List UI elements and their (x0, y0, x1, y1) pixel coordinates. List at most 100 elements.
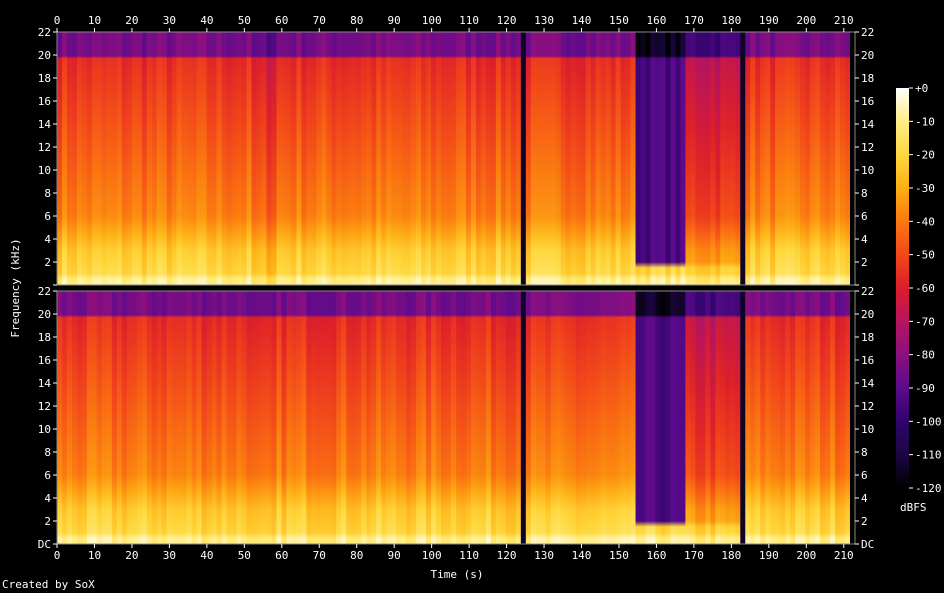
spectrogram-column (341, 32, 347, 285)
y-tick-label: 16 (38, 354, 51, 367)
spectrogram-column (91, 291, 98, 544)
spectrogram-column (595, 32, 602, 285)
spectrogram-column (730, 291, 736, 544)
colorbar-tick-label: -30 (915, 182, 935, 195)
x-tick-label: 110 (459, 549, 479, 562)
x-tick-label: 150 (609, 549, 629, 562)
spectrogram-column (326, 291, 332, 544)
x-tick-label: 50 (238, 549, 251, 562)
spectrogram-column (186, 291, 193, 544)
colorbar-tick-label: -100 (915, 415, 942, 428)
spectrogram-column (770, 291, 776, 544)
spectrogram-column (550, 291, 557, 544)
spectrogram-column (840, 291, 846, 544)
spectrogram-column (710, 291, 716, 544)
spectrogram-column (266, 291, 272, 544)
spectrogram-column (505, 291, 512, 544)
spectrogram-column (520, 291, 527, 544)
spectrogram-column (460, 32, 467, 285)
y-tick-label: 20 (38, 49, 51, 62)
spectrogram-column (595, 291, 602, 544)
x-tick-label: 170 (684, 549, 704, 562)
spectrogram-column (655, 291, 661, 544)
y-tick-label: 12 (38, 141, 51, 154)
spectrogram-column (740, 291, 746, 544)
spectrogram-column (281, 32, 287, 285)
spectrogram-column (221, 32, 227, 285)
spectrogram-column (226, 32, 232, 285)
y-tick-label: 8 (861, 187, 868, 200)
y-tick-label: 6 (861, 469, 868, 482)
spectrogram-column (361, 291, 367, 544)
spectrogram-column (211, 32, 217, 285)
spectrogram-column (695, 32, 701, 285)
y-tick-label: 4 (44, 492, 51, 505)
spectrogram-column (465, 32, 472, 285)
y-tick-label: 10 (861, 164, 874, 177)
spectrogram-column (540, 291, 547, 544)
x-tick-label: 50 (238, 14, 251, 27)
spectrogram-column (191, 291, 198, 544)
spectrogram-column (256, 32, 262, 285)
spectrogram-column (336, 291, 342, 544)
spectrogram-column (201, 32, 208, 285)
spectrogram-column (236, 32, 242, 285)
y-tick-label: 16 (861, 354, 874, 367)
x-tick-label: 80 (350, 549, 363, 562)
spectrogram-column (720, 291, 726, 544)
y-tick-label: 20 (861, 308, 874, 321)
spectrogram-column (755, 291, 761, 544)
spectrogram-column (480, 32, 487, 285)
spectrogram-column (625, 291, 631, 544)
spectrogram-column (116, 291, 123, 544)
spectrogram-column (585, 32, 592, 285)
spectrogram-column (785, 32, 791, 285)
spectrogram-column (850, 32, 856, 285)
spectrogram-column (555, 291, 562, 544)
spectrogram-column (251, 32, 257, 285)
spectrogram-column (730, 32, 736, 285)
spectrogram-column (600, 32, 607, 285)
spectrogram-column (171, 291, 178, 544)
spectrogram-column (470, 32, 477, 285)
x-tick-label: 60 (275, 14, 288, 27)
spectrogram-column (441, 32, 447, 285)
spectrogram-column (485, 291, 492, 544)
x-tick-label: 130 (534, 14, 554, 27)
y-tick-label: 16 (38, 95, 51, 108)
spectrogram-column (301, 32, 307, 285)
x-tick-label: 140 (572, 549, 592, 562)
spectrogram-column (336, 32, 342, 285)
x-tick-label: 150 (609, 14, 629, 27)
spectrogram-column (565, 32, 572, 285)
spectrogram-column (640, 291, 646, 544)
spectrogram-column (421, 32, 427, 285)
spectrogram-column (740, 32, 746, 285)
spectrogram-column (436, 32, 442, 285)
spectrogram-column (500, 291, 507, 544)
spectrogram-column (376, 32, 382, 285)
y-tick-label: 18 (38, 331, 51, 344)
spectrogram-column (66, 291, 73, 544)
y-tick-label: 2 (44, 256, 51, 269)
spectrogram-column (376, 291, 382, 544)
spectrogram-column (386, 32, 392, 285)
spectrogram-column (690, 32, 696, 285)
x-tick-label: 160 (646, 549, 666, 562)
spectrogram-column (166, 291, 173, 544)
sox-credit: Created by SoX (2, 578, 95, 591)
colorbar-label: dBFS (900, 501, 927, 514)
spectrogram-column (790, 291, 796, 544)
spectrogram-column (131, 291, 138, 544)
spectrogram-column (620, 32, 626, 285)
x-tick-label: 30 (163, 14, 176, 27)
x-tick-label: 140 (572, 14, 592, 27)
spectrogram-column (785, 291, 791, 544)
spectrogram-column (765, 32, 771, 285)
spectrogram-column (590, 32, 597, 285)
spectrogram-column (830, 291, 836, 544)
spectrogram-column (545, 32, 552, 285)
spectrogram-column (805, 32, 811, 285)
spectrogram-column (296, 32, 302, 285)
